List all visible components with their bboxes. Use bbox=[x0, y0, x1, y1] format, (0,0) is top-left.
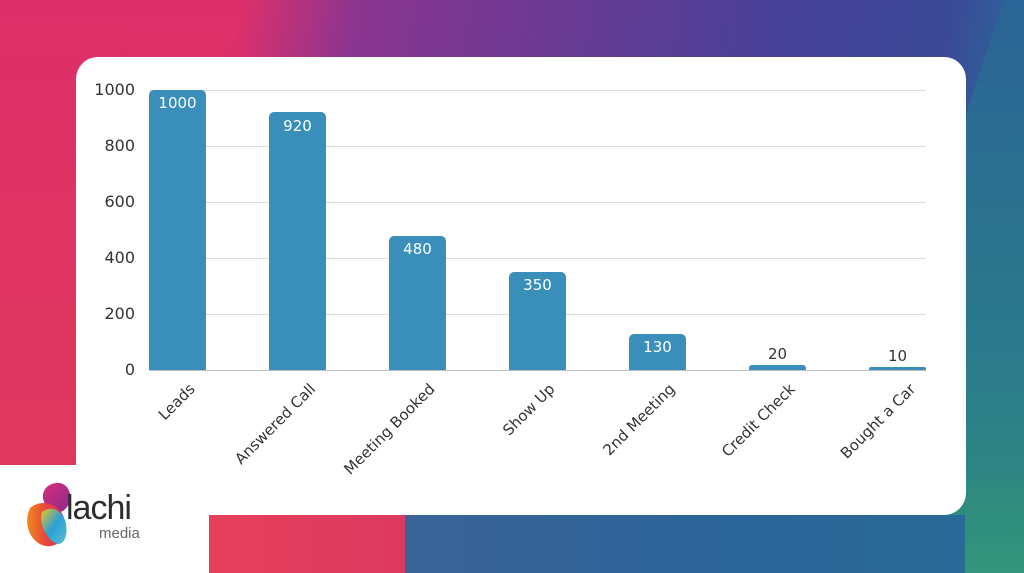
bar-value-label: 350 bbox=[523, 276, 552, 294]
bar-value-label: 480 bbox=[403, 240, 432, 258]
bar-value-label: 1000 bbox=[158, 94, 197, 112]
bar-value-label: 920 bbox=[283, 117, 312, 135]
y-tick-label: 600 bbox=[104, 192, 135, 211]
bar-2nd-meeting bbox=[629, 334, 686, 370]
bar-value-label: 20 bbox=[767, 345, 788, 363]
bar-leads bbox=[149, 90, 206, 370]
bar-show-up bbox=[509, 272, 566, 370]
bar-answered-call bbox=[269, 112, 326, 370]
y-tick-label: 0 bbox=[124, 360, 135, 379]
bar-meeting-booked bbox=[389, 236, 446, 370]
background-bottom-blue bbox=[405, 515, 965, 573]
lachi-logo-icon bbox=[27, 482, 71, 547]
bar-credit-check bbox=[749, 365, 806, 370]
background-bottom-green bbox=[965, 480, 1024, 573]
x-axis-line bbox=[149, 370, 926, 371]
gridline-1000 bbox=[149, 90, 926, 91]
y-tick-label: 1000 bbox=[94, 80, 135, 99]
brand-name: lachi bbox=[66, 489, 132, 527]
y-tick-label: 800 bbox=[104, 136, 135, 155]
gridline-400 bbox=[149, 258, 926, 259]
background-bottom-red bbox=[200, 515, 405, 573]
bar-bought-a-car bbox=[869, 367, 926, 370]
gridline-600 bbox=[149, 202, 926, 203]
bar-value-label: 10 bbox=[887, 347, 908, 365]
y-tick-label: 200 bbox=[104, 304, 135, 323]
bar-value-label: 130 bbox=[643, 338, 672, 356]
y-tick-label: 400 bbox=[104, 248, 135, 267]
gridline-800 bbox=[149, 146, 926, 147]
brand-subtitle: media bbox=[99, 525, 140, 542]
